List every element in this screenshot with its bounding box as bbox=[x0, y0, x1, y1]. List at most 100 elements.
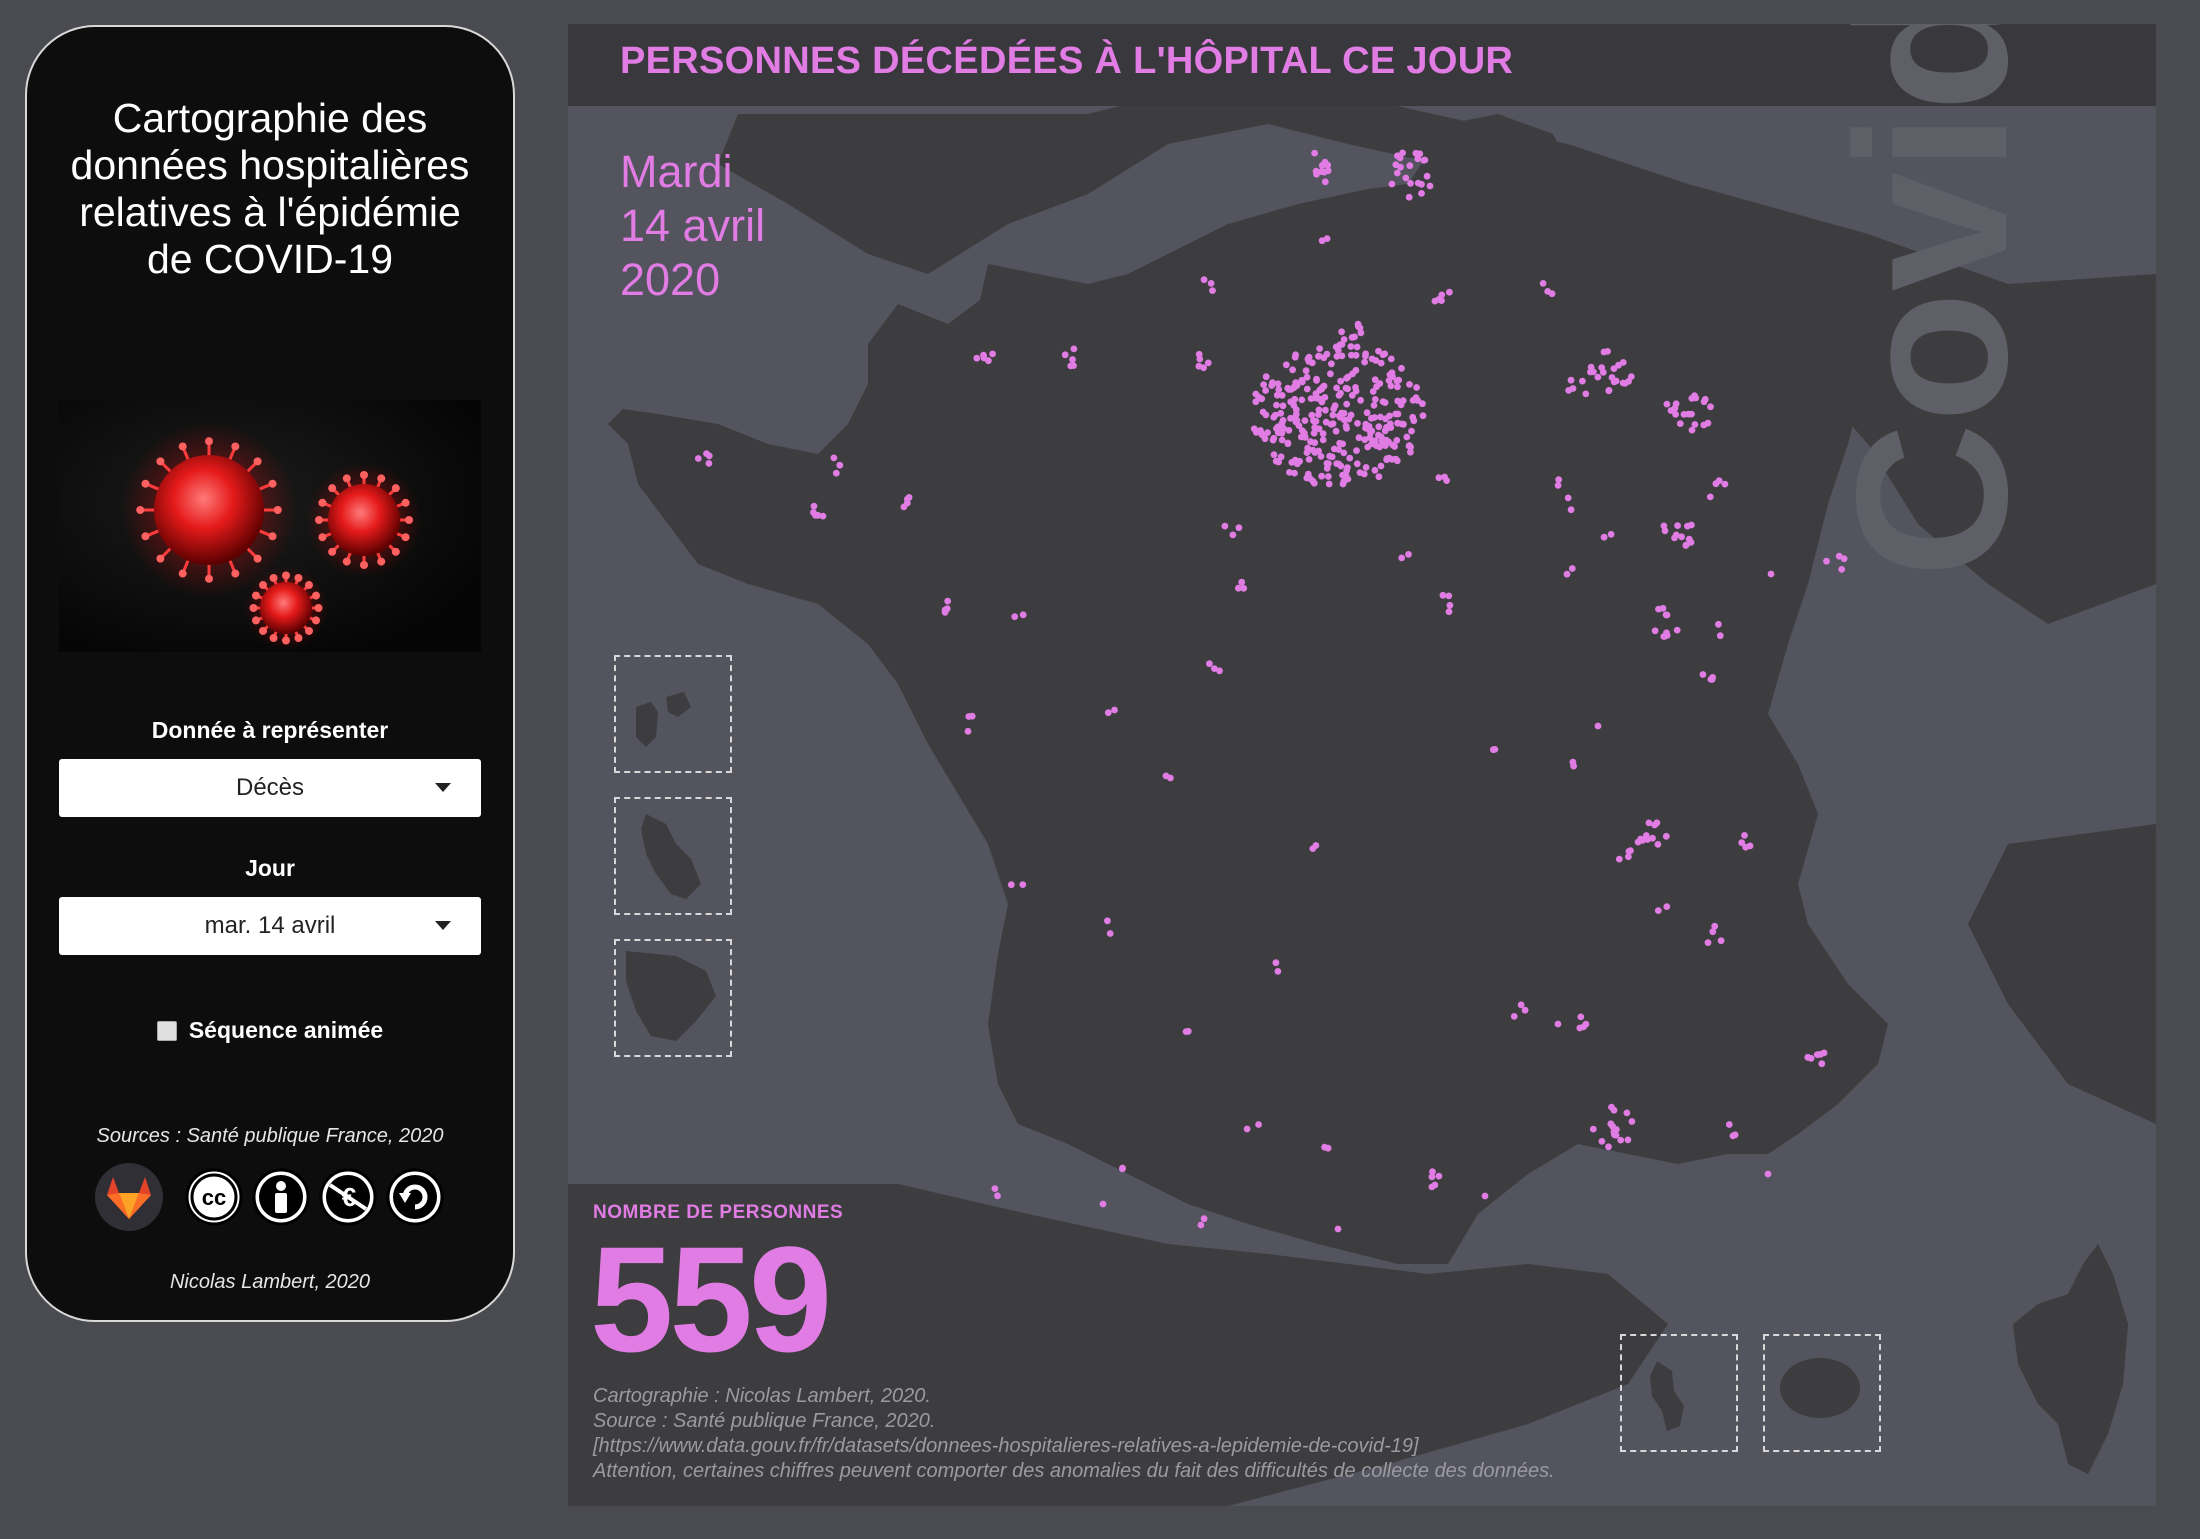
death-dot bbox=[1313, 375, 1320, 383]
death-dot bbox=[1369, 388, 1377, 395]
death-dot bbox=[1104, 709, 1112, 717]
death-dot bbox=[1692, 394, 1700, 402]
death-dot bbox=[1204, 359, 1212, 367]
death-dot bbox=[1311, 418, 1318, 425]
death-dot bbox=[1393, 437, 1401, 444]
data-select[interactable]: Décès bbox=[59, 759, 481, 817]
death-dot bbox=[1360, 470, 1368, 478]
death-dot bbox=[1610, 365, 1618, 372]
date-year: 2020 bbox=[620, 254, 721, 305]
death-dot bbox=[1275, 458, 1282, 466]
inset-martinique[interactable] bbox=[614, 797, 732, 915]
credit-line: [https://www.data.gouv.fr/fr/datasets/do… bbox=[593, 1435, 1419, 1457]
death-dot bbox=[1167, 774, 1174, 782]
death-dot bbox=[1301, 417, 1309, 424]
death-dot bbox=[991, 1185, 999, 1192]
death-dot bbox=[1607, 530, 1615, 538]
death-dot bbox=[985, 357, 992, 365]
death-dot bbox=[1676, 420, 1684, 427]
death-dot bbox=[1289, 366, 1296, 374]
death-dot bbox=[1255, 1121, 1262, 1128]
death-dot bbox=[968, 712, 976, 720]
death-dot bbox=[1337, 389, 1344, 397]
death-dot bbox=[1594, 722, 1602, 730]
credit-line: Attention, certaines chiffres peuvent co… bbox=[593, 1460, 1555, 1482]
inset-reunion[interactable] bbox=[1763, 1334, 1881, 1452]
death-dot bbox=[1563, 570, 1571, 578]
death-dot bbox=[1660, 522, 1668, 530]
death-dot bbox=[1431, 297, 1439, 305]
inset-guyane[interactable] bbox=[614, 939, 732, 1057]
death-dot bbox=[1335, 460, 1343, 468]
death-dot bbox=[1627, 847, 1634, 855]
death-dot bbox=[1351, 333, 1358, 341]
death-dot bbox=[1428, 1173, 1436, 1181]
death-dot bbox=[1406, 381, 1413, 388]
death-dot bbox=[1610, 1106, 1618, 1114]
death-dot bbox=[1682, 542, 1690, 549]
death-dot bbox=[1211, 665, 1218, 672]
death-dot bbox=[1303, 449, 1311, 456]
death-dot bbox=[1418, 190, 1425, 197]
neighbour-land-north bbox=[718, 84, 2156, 624]
death-dot bbox=[1338, 328, 1345, 336]
death-dot bbox=[1311, 149, 1318, 157]
death-dot bbox=[1307, 438, 1314, 446]
day-select[interactable]: mar. 14 avril bbox=[59, 897, 481, 955]
death-dot bbox=[1399, 149, 1406, 157]
nc-icon[interactable]: € bbox=[319, 1168, 377, 1226]
death-dot bbox=[1539, 280, 1547, 287]
chevron-down-icon bbox=[435, 921, 451, 930]
death-dot bbox=[1715, 620, 1722, 628]
death-dot bbox=[1355, 434, 1363, 442]
death-dot bbox=[1414, 155, 1422, 163]
death-dot bbox=[1517, 1001, 1525, 1009]
cc-icon[interactable]: cc bbox=[185, 1168, 243, 1226]
death-dot bbox=[1567, 376, 1575, 384]
data-select-label: Donnée à représenter bbox=[151, 717, 389, 743]
death-dot bbox=[1325, 480, 1333, 488]
death-dot bbox=[1269, 436, 1277, 444]
death-dot bbox=[1386, 371, 1394, 378]
death-dot bbox=[1707, 403, 1714, 411]
animation-checkbox[interactable] bbox=[156, 1020, 177, 1041]
death-dot bbox=[1662, 832, 1670, 840]
death-dot bbox=[1554, 1020, 1562, 1028]
death-dot bbox=[1292, 406, 1300, 414]
death-dot bbox=[1645, 819, 1653, 827]
death-dot bbox=[1309, 446, 1317, 454]
inset-mayotte[interactable] bbox=[1620, 1334, 1738, 1452]
death-dot bbox=[1070, 362, 1077, 369]
death-dot bbox=[1310, 479, 1318, 487]
death-dot bbox=[1274, 429, 1282, 437]
animation-toggle[interactable]: Séquence animée bbox=[27, 1017, 513, 1044]
death-dot bbox=[1521, 1006, 1529, 1014]
death-dot bbox=[810, 502, 818, 510]
death-dot bbox=[1405, 193, 1413, 201]
death-dot bbox=[1298, 376, 1306, 384]
death-dot bbox=[1315, 425, 1323, 433]
death-dot bbox=[1344, 464, 1351, 471]
death-dot bbox=[1387, 355, 1395, 363]
map-title-bar: PERSONNES DÉCÉDÉES À L'HÔPITAL CE JOUR bbox=[568, 24, 2156, 106]
gitlab-icon[interactable] bbox=[95, 1163, 163, 1231]
sa-icon[interactable] bbox=[386, 1168, 444, 1226]
map-credits: Cartographie : Nicolas Lambert, 2020. So… bbox=[593, 1384, 1555, 1484]
death-dot bbox=[1291, 469, 1298, 477]
death-dot bbox=[1252, 398, 1260, 406]
death-dot bbox=[1336, 439, 1343, 447]
map-canvas[interactable] bbox=[568, 24, 2156, 1506]
inset-guadeloupe[interactable] bbox=[614, 655, 732, 773]
animation-label: Séquence animée bbox=[188, 1017, 384, 1043]
death-dot bbox=[1357, 329, 1365, 337]
by-icon[interactable] bbox=[252, 1168, 310, 1226]
death-dot bbox=[1678, 533, 1685, 541]
death-dot bbox=[1663, 903, 1671, 910]
death-dot bbox=[1402, 174, 1410, 182]
death-dot bbox=[1729, 1132, 1737, 1140]
death-dot bbox=[1317, 453, 1325, 460]
death-dot bbox=[1274, 380, 1282, 388]
death-dot bbox=[1569, 385, 1577, 392]
death-dot bbox=[1767, 570, 1775, 578]
death-dot bbox=[1298, 396, 1306, 404]
